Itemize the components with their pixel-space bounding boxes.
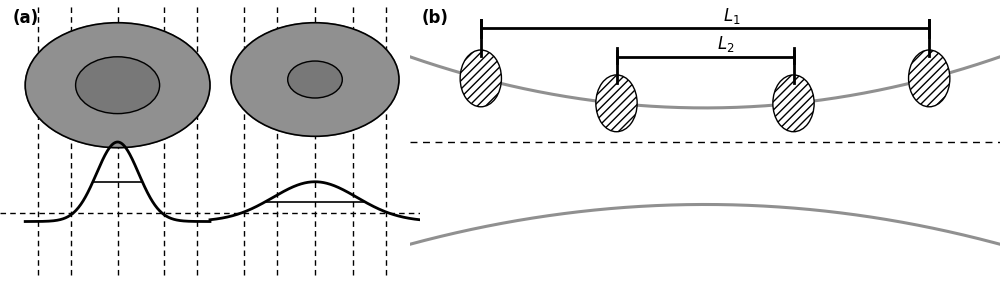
Circle shape — [76, 57, 160, 114]
Ellipse shape — [460, 50, 501, 107]
Ellipse shape — [773, 75, 814, 132]
Text: L$_1$: L$_1$ — [723, 6, 741, 26]
Circle shape — [231, 23, 399, 136]
Text: (b): (b) — [422, 9, 449, 26]
Text: (a): (a) — [13, 9, 39, 26]
Circle shape — [25, 23, 210, 148]
Ellipse shape — [909, 50, 950, 107]
Ellipse shape — [596, 75, 637, 132]
Circle shape — [288, 61, 342, 98]
Text: L$_2$: L$_2$ — [717, 34, 734, 54]
